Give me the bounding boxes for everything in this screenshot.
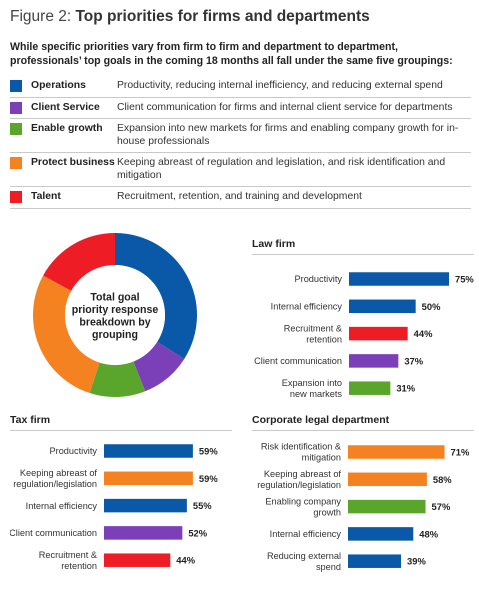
bar-category-label: Client communication	[10, 528, 97, 538]
bar-value-label: 57%	[432, 501, 451, 512]
donut-hole	[65, 265, 165, 365]
bar-category-label: growth	[313, 507, 341, 517]
bar-value-label: 37%	[404, 355, 423, 366]
bar-category-label: Risk identification &	[261, 442, 341, 452]
grouping-description: Client communication for firms and inter…	[117, 101, 453, 113]
groupings-list: Operations Productivity, reducing interna…	[10, 76, 471, 209]
bar-category-label: new markets	[290, 389, 342, 397]
bar-category-label: regulation/legislation	[257, 480, 341, 490]
bar-category-label: Reducing external	[267, 551, 341, 561]
bar-value-label: 75%	[455, 274, 474, 285]
corporate-legal-bar-chart: 71% Risk identification &mitigation 58% Kee…	[257, 442, 470, 572]
bar	[104, 498, 187, 513]
bar-value-label: 58%	[433, 474, 452, 485]
bar	[348, 499, 426, 514]
bar	[349, 354, 399, 368]
bar	[348, 472, 427, 487]
intro-text: While specific priorities vary from firm…	[10, 41, 453, 67]
tax-firm-bar-chart: 59% Productivity 59% Keeping abreast ofregu…	[10, 444, 218, 571]
donut-center-label: breakdown by	[79, 316, 150, 328]
grouping-swatch	[10, 191, 22, 203]
bar	[349, 326, 408, 341]
bar-value-label: 50%	[422, 301, 441, 312]
law-firm-bar-chart: 75% Productivity 50% Internal efficiency 44%…	[254, 272, 474, 397]
bar	[104, 444, 193, 458]
donut-slice	[43, 233, 115, 291]
bar	[348, 554, 402, 568]
grouping-name: Operations	[31, 80, 86, 91]
corporate-legal-panel: Corporate legal department 71% Risk ident…	[252, 414, 474, 589]
grouping-name: Enable growth	[31, 123, 103, 134]
grouping-description: Productivity, reducing internal ineffici…	[117, 80, 443, 91]
grouping-name: Client Service	[31, 101, 100, 113]
bar-value-label: 52%	[188, 527, 207, 538]
bar-category-label: Recruitment &	[39, 550, 97, 560]
figure-label: Figure 2:	[10, 8, 72, 25]
bar	[104, 553, 171, 567]
bar-category-label: spend	[316, 562, 341, 572]
grouping-swatch	[10, 123, 22, 135]
donut-center-label: grouping	[92, 329, 138, 341]
grouping-description: Expansion into new markets for firms and…	[117, 123, 459, 147]
bar	[104, 526, 183, 540]
donut-slice	[133, 341, 185, 392]
grouping-swatch	[10, 80, 22, 92]
grouping-row: Client Service Client communication for f…	[10, 98, 471, 119]
bar-value-label: 59%	[199, 446, 218, 457]
donut-slice	[89, 361, 146, 397]
bar	[349, 299, 416, 314]
grouping-description: Keeping abreast of regulation and legisl…	[117, 157, 446, 181]
bar-value-label: 55%	[193, 500, 212, 511]
donut-chart: Total goal priority response breakdown by g…	[30, 230, 200, 400]
bar-value-label: 48%	[419, 528, 438, 539]
panel-title: Corporate legal department	[252, 414, 474, 431]
donut-slice	[33, 275, 100, 393]
donut-center-label: priority response	[72, 304, 159, 316]
bar-category-label: Internal efficiency	[271, 302, 343, 312]
grouping-description: Recruitment, retention, and training and…	[117, 191, 362, 202]
bar-category-label: Internal efficiency	[26, 501, 98, 511]
grouping-row: Operations Productivity, reducing interna…	[10, 76, 471, 98]
bar-category-label: Client communication	[254, 356, 342, 366]
grouping-name: Talent	[31, 191, 61, 202]
donut-center-label: Total goal	[90, 291, 139, 303]
bar-value-label: 44%	[414, 328, 433, 339]
bar-value-label: 71%	[451, 447, 470, 458]
bar-category-label: Productivity	[50, 446, 98, 456]
grouping-row: Talent Recruitment, retention, and traini…	[10, 187, 471, 209]
bar	[104, 471, 193, 486]
bar	[348, 445, 445, 459]
bar	[349, 381, 391, 395]
grouping-swatch	[10, 157, 22, 169]
bar	[349, 272, 449, 286]
grouping-row: Enable growth Expansion into new markets …	[10, 119, 471, 153]
bar-category-label: Internal efficiency	[270, 529, 342, 539]
bar-category-label: Expansion into	[282, 378, 342, 388]
bar-value-label: 59%	[199, 473, 218, 484]
figure-title: Figure 2: Top priorities for firms and d…	[10, 8, 370, 26]
bar-category-label: Keeping abreast of	[264, 469, 342, 479]
law-firm-panel: Law firm 75% Productivity 50% Internal effi…	[252, 238, 474, 397]
bar-category-label: mitigation	[302, 453, 341, 463]
bar-value-label: 39%	[407, 556, 426, 567]
bar-category-label: Recruitment &	[284, 323, 342, 333]
bar	[348, 527, 414, 541]
grouping-name: Protect business	[31, 157, 115, 168]
bar-category-label: regulation/legislation	[13, 479, 97, 489]
panel-title: Law firm	[252, 238, 474, 255]
figure-heading: Top priorities for firms and departments	[75, 8, 370, 25]
grouping-swatch	[10, 101, 22, 114]
grouping-row: Protect business Keeping abreast of regul…	[10, 153, 471, 187]
tax-firm-panel: Tax firm 59% Productivity 59% Keeping abrea…	[10, 414, 232, 589]
bar-category-label: retention	[306, 334, 342, 344]
bar-category-label: Keeping abreast of	[20, 468, 98, 478]
bar-category-label: Enabling company	[265, 496, 341, 506]
donut-slice	[115, 233, 197, 359]
bar-category-label: retention	[61, 561, 97, 571]
bar-value-label: 31%	[396, 383, 415, 394]
panel-title: Tax firm	[10, 414, 232, 431]
bar-category-label: Productivity	[295, 274, 343, 284]
bar-value-label: 44%	[176, 555, 195, 566]
